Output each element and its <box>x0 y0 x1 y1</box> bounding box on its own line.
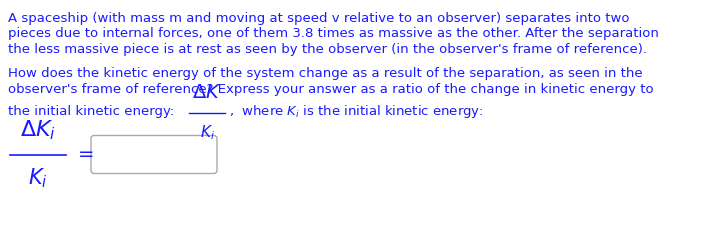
Text: A spaceship (with mass m and moving at speed v relative to an observer) separate: A spaceship (with mass m and moving at s… <box>8 12 629 25</box>
Text: the less massive piece is at rest as seen by the observer (in the observer's fra: the less massive piece is at rest as see… <box>8 43 647 56</box>
FancyBboxPatch shape <box>91 135 217 174</box>
Text: $K_i$: $K_i$ <box>28 167 48 190</box>
Text: =: = <box>78 145 94 164</box>
Text: observer's frame of reference? Express your answer as a ratio of the change in k: observer's frame of reference? Express y… <box>8 83 653 96</box>
Text: $K_i$: $K_i$ <box>200 124 214 142</box>
Text: pieces due to internal forces, one of them 3.8 times as massive as the other. Af: pieces due to internal forces, one of th… <box>8 28 659 40</box>
Text: How does the kinetic energy of the system change as a result of the separation, : How does the kinetic energy of the syste… <box>8 68 643 80</box>
Text: ,  where $K_i$ is the initial kinetic energy:: , where $K_i$ is the initial kinetic ene… <box>229 103 484 120</box>
Text: $\Delta K$: $\Delta K$ <box>192 83 221 101</box>
Text: $\Delta K_i$: $\Delta K_i$ <box>20 119 56 143</box>
Text: the initial kinetic energy:: the initial kinetic energy: <box>8 105 183 118</box>
